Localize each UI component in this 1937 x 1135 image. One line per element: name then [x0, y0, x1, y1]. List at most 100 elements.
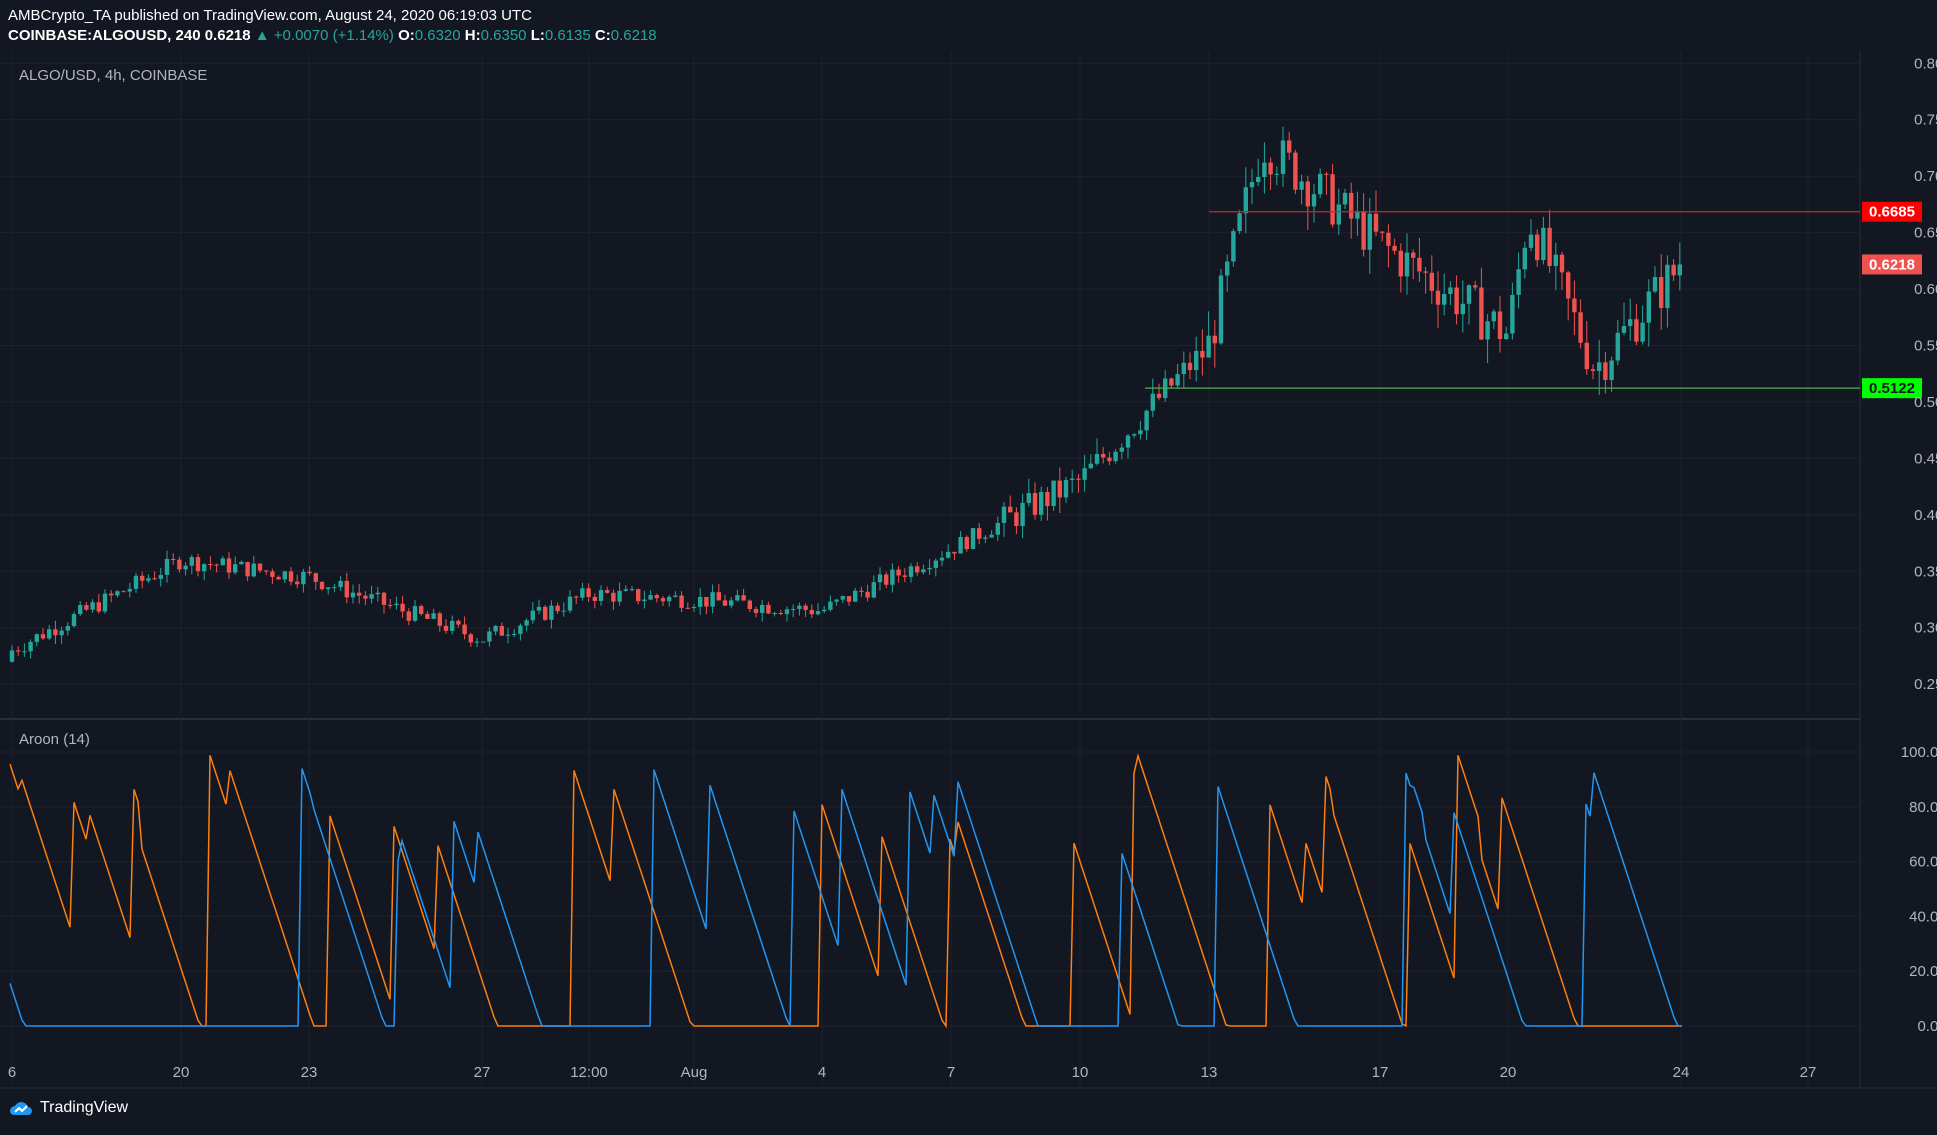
candle-body	[78, 605, 83, 615]
candle-body	[623, 589, 628, 591]
candle-body	[1138, 430, 1143, 435]
candle-body	[617, 590, 622, 602]
candle-body	[1590, 369, 1596, 371]
candle-body	[468, 634, 473, 643]
last-price: 0.6218	[204, 27, 251, 44]
candle-body	[865, 591, 870, 598]
candle-body	[1460, 303, 1465, 315]
candle-body	[307, 571, 312, 574]
candle-body	[995, 522, 1000, 535]
candle-body	[412, 606, 418, 621]
candle-body	[369, 594, 374, 599]
candle-body	[877, 574, 883, 583]
candle-body	[1473, 285, 1478, 288]
candle-body	[518, 625, 523, 634]
candle-body	[1522, 247, 1527, 270]
candle-body	[567, 596, 573, 611]
price-tick-label: 0.3500	[1914, 563, 1937, 580]
time-tick-label: 23	[301, 1064, 318, 1081]
candle-body	[840, 596, 845, 600]
candle-body	[989, 534, 994, 538]
candle-body	[1504, 333, 1509, 339]
candle-body	[96, 602, 101, 612]
candle-body	[1361, 211, 1366, 250]
last-price-badge	[1862, 254, 1922, 275]
candle-body	[753, 608, 759, 613]
time-tick-label: 12:00	[570, 1064, 608, 1081]
candle-body	[1547, 227, 1552, 267]
candle-body	[1510, 294, 1515, 334]
candle-body	[1187, 362, 1193, 371]
candle-body	[133, 575, 139, 589]
aroon-tick-label: 40.00%	[1909, 908, 1937, 925]
candle-body	[853, 590, 858, 602]
candle-body	[648, 595, 653, 600]
candle-body	[586, 588, 591, 597]
candle-body	[1429, 272, 1434, 291]
candle-body	[1194, 350, 1199, 371]
candle-body	[642, 599, 647, 602]
candle-body	[512, 633, 517, 635]
candle-body	[927, 567, 932, 570]
candle-body	[1454, 287, 1459, 315]
candle-body	[1659, 276, 1664, 309]
candle-body	[890, 569, 895, 585]
price-tick-label: 0.7000	[1914, 168, 1937, 185]
aroon-up-line	[9, 753, 1682, 1029]
candle-body	[1367, 213, 1372, 250]
candle-body	[257, 563, 263, 571]
candle-body	[691, 606, 697, 609]
candle-body	[22, 651, 27, 653]
candle-body	[1274, 173, 1279, 175]
close-label: C:	[594, 27, 611, 44]
candle-body	[772, 613, 777, 615]
candle-body	[1225, 261, 1230, 276]
candle-body	[158, 574, 163, 579]
candle-body	[896, 569, 901, 576]
candle-body	[673, 595, 678, 597]
candle-body	[164, 558, 170, 575]
candle-body	[1144, 410, 1149, 431]
candle-body	[908, 566, 914, 577]
candle-body	[530, 610, 535, 621]
candle-body	[716, 592, 721, 601]
aroon-tick-label: 20.00%	[1909, 963, 1937, 980]
candle-body	[1665, 264, 1670, 309]
candle-body	[400, 603, 405, 612]
published-line: AMBCrypto_TA published on TradingView.co…	[8, 7, 532, 24]
price-tick-label: 0.4000	[1914, 507, 1937, 524]
candle-body	[40, 634, 46, 639]
candle-body	[437, 613, 442, 626]
candle-body	[741, 595, 746, 601]
candle-body	[28, 641, 33, 652]
candle-body	[152, 578, 157, 580]
time-tick-label: 20	[173, 1064, 190, 1081]
candle-body	[406, 611, 411, 621]
candle-body	[282, 571, 287, 580]
candle-body	[574, 596, 579, 598]
candle-body	[952, 551, 957, 554]
candle-body	[1609, 360, 1614, 380]
resistance-badge	[1862, 201, 1922, 222]
candle-body	[946, 551, 951, 558]
candle-body	[84, 605, 89, 610]
candle-body	[1615, 332, 1620, 361]
candle-body	[1249, 182, 1255, 188]
candle-body	[543, 606, 548, 620]
tradingview-brand[interactable]: TradingView	[8, 1099, 128, 1117]
aroon-tick-label: 60.00%	[1909, 854, 1937, 871]
candle-body	[1448, 287, 1453, 294]
candle-body	[1392, 245, 1397, 251]
candle-body	[195, 557, 201, 572]
candle-body	[809, 609, 814, 615]
candle-body	[1621, 325, 1627, 333]
candle-body	[679, 595, 684, 608]
candle-body	[481, 641, 486, 643]
aroon-tick-label: 80.00%	[1909, 799, 1937, 816]
time-tick-label: 7	[947, 1064, 955, 1081]
high-label: H:	[464, 27, 481, 44]
candle-body	[1541, 227, 1546, 261]
time-tick-label: 24	[1673, 1064, 1690, 1081]
candle-body	[1262, 162, 1267, 177]
